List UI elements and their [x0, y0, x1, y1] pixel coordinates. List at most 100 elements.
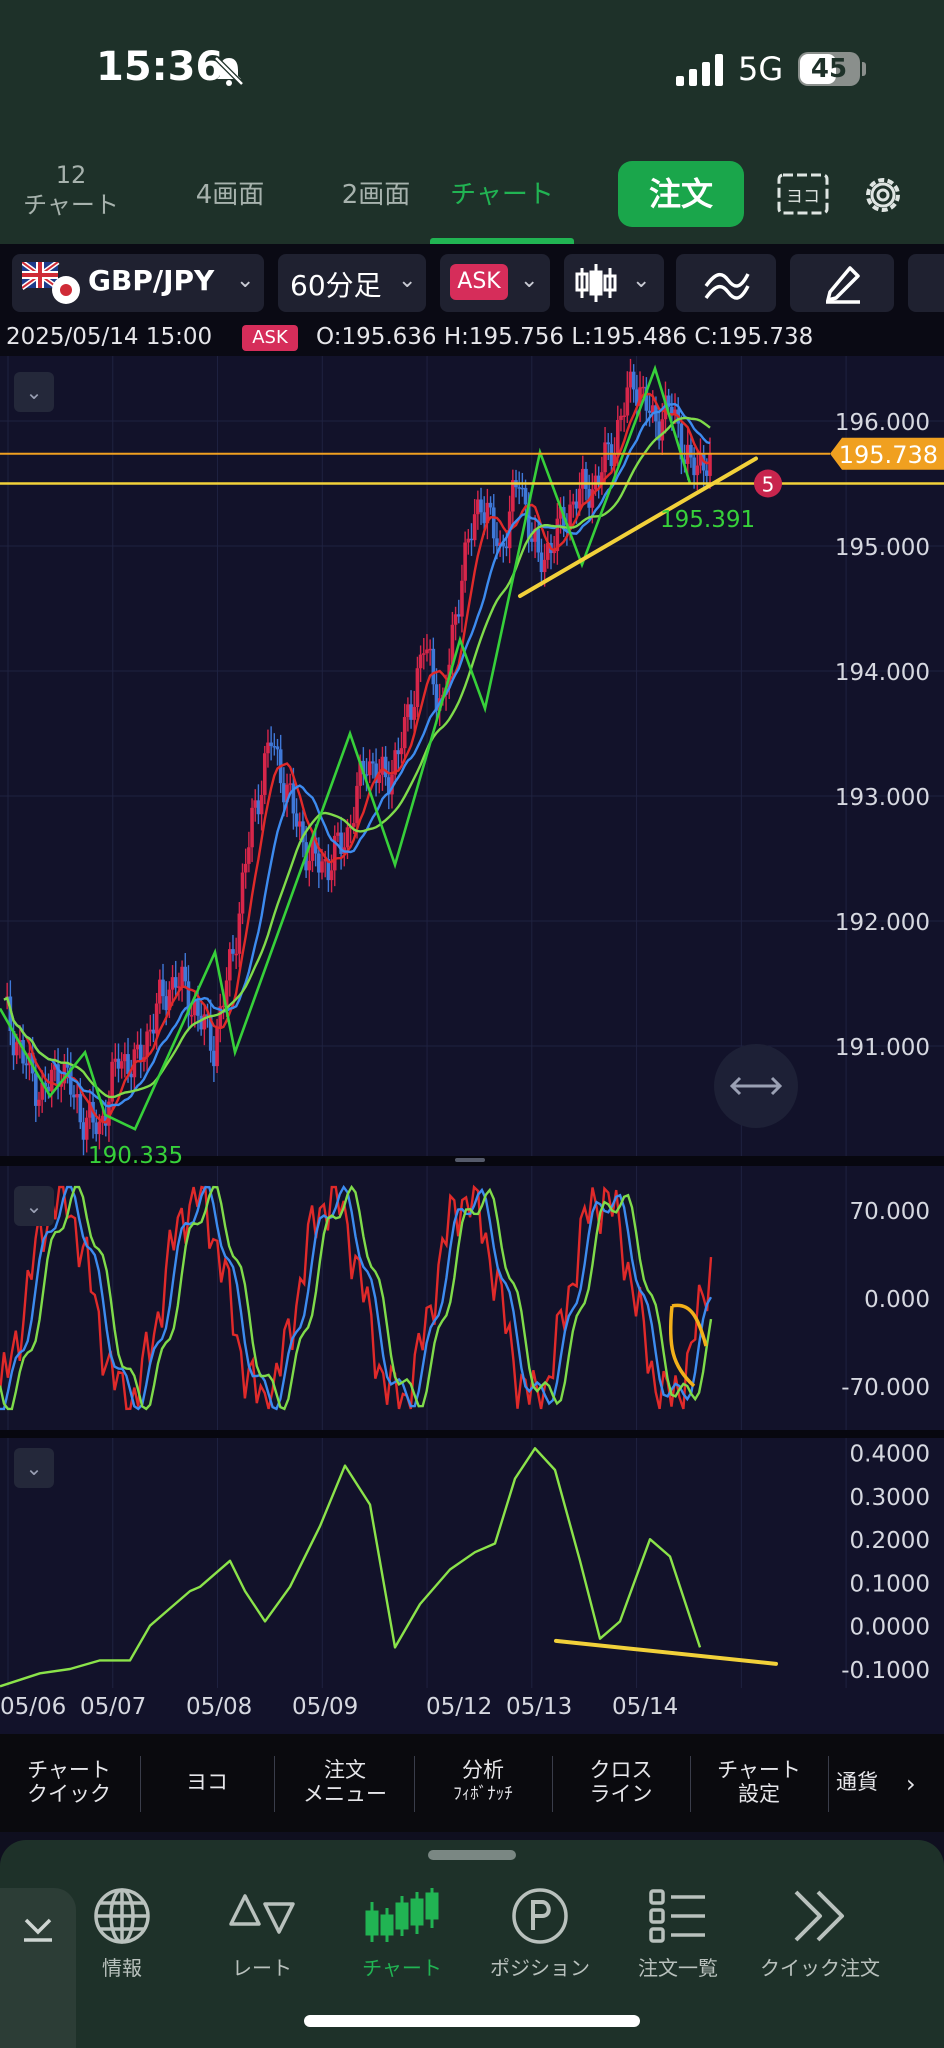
- candle-body: [393, 750, 397, 775]
- candle-body: [84, 1117, 89, 1140]
- nav-orders[interactable]: 注文一覧: [608, 1886, 748, 1981]
- tab-4-screen[interactable]: 4画面: [195, 180, 265, 210]
- candle-body: [291, 783, 296, 814]
- chart-grid: [0, 356, 944, 1688]
- candle-body: [240, 872, 245, 914]
- candle-body: [310, 837, 315, 861]
- pane-collapse-button[interactable]: ⌄: [14, 372, 54, 412]
- alert-badge: [754, 469, 782, 498]
- pane-resize-handle: [455, 1158, 485, 1162]
- candle-body: [485, 502, 490, 524]
- candle-body: [434, 684, 439, 711]
- tab-multi-chart[interactable]: 12 チャート: [16, 160, 126, 220]
- menu-chart-settings[interactable]: チャート 設定: [700, 1758, 818, 1806]
- oscillator-line: [0, 1184, 713, 1411]
- date-tick-label: 05/07: [80, 1694, 146, 1720]
- alert-badge-count: 5: [762, 473, 775, 497]
- bottom-navigation: [0, 1840, 944, 2048]
- candle-body: [520, 487, 525, 490]
- tab-chart[interactable]: チャート: [450, 180, 554, 210]
- battery-tip: [862, 62, 866, 76]
- candle-body: [539, 552, 544, 573]
- menu-cross-line[interactable]: クロス ライン: [562, 1758, 680, 1806]
- candle-body: [100, 1115, 105, 1122]
- candle-body: [536, 528, 541, 553]
- candle-body: [609, 444, 614, 467]
- status-time: 15:36: [96, 44, 224, 90]
- chevron-right-icon[interactable]: ›: [906, 1770, 916, 1798]
- candle-body: [574, 501, 579, 509]
- candle-body: [107, 1101, 111, 1126]
- candle-body: [628, 371, 633, 388]
- candle-body: [336, 832, 340, 836]
- candle-body: [11, 1030, 16, 1056]
- candle-body: [377, 774, 382, 783]
- drag-handle[interactable]: [428, 1850, 516, 1860]
- menu-chart-quick[interactable]: チャート クイック: [10, 1758, 128, 1806]
- candle-body: [695, 465, 700, 476]
- nav-chart[interactable]: チャート: [332, 1886, 472, 1981]
- menu-currency[interactable]: 通貨: [836, 1758, 906, 1794]
- order-button[interactable]: 注文: [618, 161, 744, 227]
- pane-collapse-button[interactable]: ⌄: [14, 1448, 54, 1488]
- position-icon: [512, 1888, 568, 1944]
- candle-body: [113, 1058, 118, 1062]
- menu-landscape[interactable]: ヨコ: [150, 1758, 264, 1794]
- date-tick-label: 05/09: [292, 1694, 358, 1720]
- divider: [414, 1756, 415, 1812]
- nav-info[interactable]: 情報: [52, 1886, 192, 1981]
- menu-analysis[interactable]: 分析 ﾌｨﾎﾞﾅｯﾁ: [424, 1758, 542, 1806]
- candle-body: [129, 1073, 134, 1078]
- candle-body: [8, 996, 13, 1031]
- candle-body: [329, 870, 334, 881]
- nav-quick-order[interactable]: クイック注文: [750, 1886, 890, 1981]
- candle-body: [49, 1069, 54, 1092]
- price-tick-label: 193.000: [835, 785, 930, 811]
- current-price-value: 195.738: [839, 441, 938, 469]
- menu-order[interactable]: 注文 メニュー: [286, 1758, 404, 1806]
- divider: [274, 1756, 275, 1812]
- timeframe-select[interactable]: [278, 254, 426, 312]
- candle-body: [421, 653, 426, 655]
- tab-2-screen[interactable]: 2画面: [341, 180, 411, 210]
- gear-icon[interactable]: [858, 170, 908, 220]
- pane-collapse-button[interactable]: ⌄: [14, 1186, 54, 1226]
- candle-body: [294, 813, 299, 827]
- candle-body: [158, 979, 162, 1004]
- candle-body: [75, 1094, 79, 1098]
- candle-body: [68, 1067, 73, 1095]
- candle-body: [170, 977, 175, 990]
- candle-body: [622, 415, 626, 418]
- divider: [140, 1756, 141, 1812]
- moving-average-line: [3, 392, 711, 1124]
- date-tick-label: 05/13: [506, 1694, 572, 1720]
- candle-body: [297, 821, 302, 827]
- indicator-button[interactable]: [676, 254, 776, 312]
- date-tick-label: 05/12: [426, 1694, 492, 1720]
- home-indicator: [304, 2015, 640, 2027]
- menu-label: 設定: [738, 1782, 780, 1806]
- candle-body: [584, 468, 588, 489]
- network-label: 5G: [738, 50, 784, 88]
- price-tick-label: 196.000: [835, 410, 930, 436]
- nav-collapse-button[interactable]: [0, 1888, 76, 2048]
- active-tab-indicator: [430, 238, 574, 244]
- price-tick-label: 191.000: [835, 1035, 930, 1061]
- candle-body: [469, 538, 474, 541]
- candle-body: [282, 783, 286, 803]
- candle-body: [660, 419, 665, 441]
- price-tick-label: 195.000: [835, 535, 930, 561]
- candle-body: [495, 538, 499, 547]
- landscape-layout-icon[interactable]: ヨコ: [776, 172, 830, 216]
- candle-body: [234, 953, 238, 956]
- more-tools-button[interactable]: [908, 254, 944, 312]
- candle-body: [43, 1082, 48, 1087]
- nav-position[interactable]: ポジション: [470, 1886, 610, 1981]
- candle-body: [358, 760, 362, 786]
- candle-body: [256, 800, 261, 815]
- candle-body: [352, 823, 356, 827]
- nav-rate[interactable]: レート: [192, 1886, 332, 1981]
- candle-body: [526, 504, 531, 539]
- candle-body: [259, 794, 264, 815]
